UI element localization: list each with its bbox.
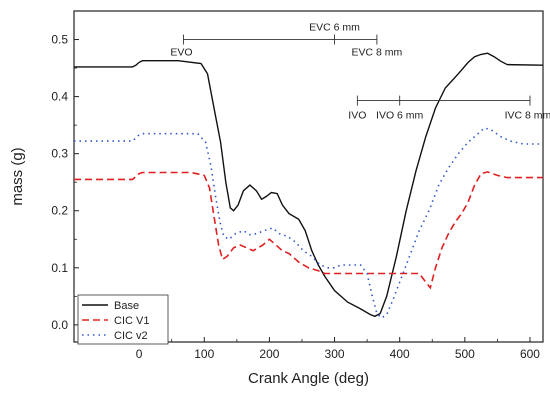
x-tick-label: 600 — [520, 347, 540, 361]
exhaust-event-label: EVO — [170, 47, 192, 59]
y-tick-label: 0.3 — [51, 147, 68, 161]
intake-event-label: IVC 8 mm — [505, 110, 550, 122]
x-tick-label: 100 — [194, 347, 214, 361]
x-tick-label: 300 — [325, 347, 345, 361]
x-tick-label: 200 — [259, 347, 279, 361]
x-tick-label: 500 — [455, 347, 475, 361]
exhaust-event-label: EVC 8 mm — [352, 47, 403, 59]
y-tick-label: 0.5 — [51, 33, 68, 47]
series-line-cic-v2 — [74, 127, 543, 320]
x-tick-label: 0 — [136, 347, 143, 361]
exhaust-event-label: EVC 6 mm — [309, 22, 360, 34]
legend-label: CIC v2 — [114, 330, 148, 342]
intake-event-label: IVO 6 mm — [376, 110, 424, 122]
valve-events-layer: EVO EVC 6 mm EVC 8 mm IVO IVO 6 mm IVC 8 mm — [170, 22, 550, 122]
legend: Base CIC V1 CIC v2 — [77, 294, 169, 345]
x-tick-label: 400 — [390, 347, 410, 361]
y-axis-title: mass (g) — [9, 147, 26, 205]
y-axis-ticks: 0.0 0.1 0.2 0.3 0.4 0.5 — [51, 10, 79, 332]
legend-box — [77, 294, 169, 345]
legend-label: CIC V1 — [114, 315, 149, 327]
intake-event-label: IVO — [348, 110, 366, 122]
y-tick-label: 0.0 — [51, 318, 68, 332]
series-line-base — [74, 52, 544, 318]
series-layer — [74, 52, 544, 320]
series-line-cic-v1 — [74, 171, 543, 290]
legend-label: Base — [114, 300, 139, 312]
y-tick-label: 0.4 — [51, 90, 68, 104]
y-tick-label: 0.2 — [51, 204, 68, 218]
plot-area-frame — [73, 10, 544, 343]
x-axis-ticks: 0 100 200 300 400 500 600 — [106, 337, 540, 361]
x-axis-title: Crank Angle (deg) — [248, 370, 369, 387]
y-tick-label: 0.1 — [51, 261, 68, 275]
